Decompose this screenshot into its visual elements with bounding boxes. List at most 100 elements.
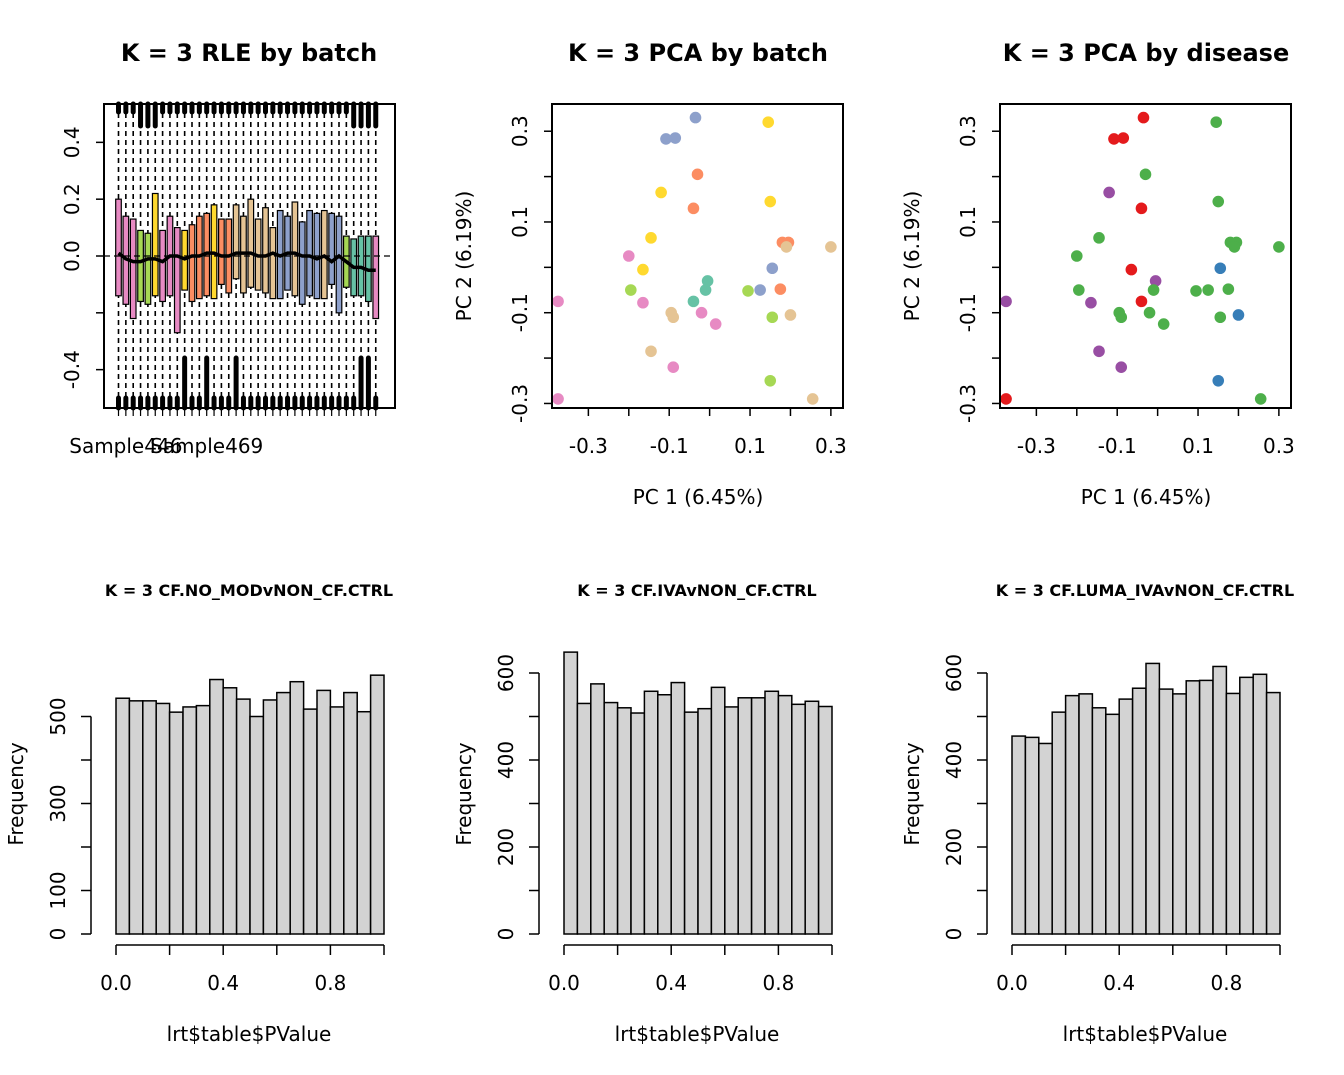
hist-y-tick-label: 300 [46,784,70,822]
pca-x-tick-label: 0.1 [1182,434,1214,458]
hist-x-tick-label: 0.0 [100,971,132,995]
hist-bar [764,690,780,935]
pca-point [709,318,722,330]
hist-bar [182,706,198,935]
hist-bar [1265,691,1281,935]
hist-bar [630,712,646,935]
hist-y-tick-label: 600 [942,654,966,692]
hist-y-tick-label: 400 [942,741,966,779]
pca-point [1070,250,1083,262]
panel-pca-disease: K = 3 PCA by disease PC 1 (6.45%) PC 2 (… [900,39,1295,509]
pca-point [1202,284,1214,296]
pca-point [1117,132,1130,144]
pca-point [764,195,777,208]
hist-luma-iva-title: K = 3 CF.LUMA_IVAvNON_CF.CTRL [996,581,1294,600]
hist-bar [603,701,619,935]
hist-y-tick-label: 0 [46,928,70,941]
hist-bar [276,691,291,935]
pca-point [552,295,564,308]
pca-y-tick-label: 0.1 [956,206,980,238]
hist-bar [343,691,358,935]
hist-iva-title: K = 3 CF.IVAvNON_CF.CTRL [577,581,817,600]
hist-bar [1198,679,1214,935]
pca-x-tick-label: -0.3 [569,434,608,458]
hist-bar [1064,694,1080,935]
pca-point [1210,116,1223,128]
hist-bar [1239,676,1254,935]
hist-bar [168,711,184,935]
rle-box [218,218,225,286]
pca-point [742,285,754,297]
rle-box [115,198,122,297]
pca-point [645,232,657,244]
pca-batch-plot-frame [551,103,844,409]
pca-point [667,311,680,324]
hist-bar [657,694,672,935]
pca-point [1143,306,1156,319]
pca-batch-title: K = 3 PCA by batch [568,39,828,67]
hist-no-mod-y-axis-label: Frequency [4,742,28,845]
rle-x-tick-label: Sample446 [69,434,182,458]
pca-point [655,186,667,199]
rle-box [269,226,277,300]
rle-plot-frame [103,103,396,409]
pca-point [1103,186,1115,199]
rle-box [335,215,343,314]
hist-y-tick-label: 0 [494,928,518,941]
pca-x-tick-label: 0.3 [815,434,847,458]
pca-point [784,309,797,321]
pca-point [1214,311,1227,324]
pca-point [1212,195,1225,208]
hist-iva-x-axis-label: lrt$table$PValue [615,1022,780,1046]
pca-y-tick-label: -0.1 [508,293,532,332]
pca-point [1115,361,1128,373]
hist-bar [222,687,238,935]
hist-bar [316,689,332,935]
hist-luma-iva-x-axis-label: lrt$table$PValue [1063,1022,1228,1046]
rle-box [306,209,313,297]
pca-point [687,202,700,215]
hist-y-tick-label: 0 [942,928,966,941]
hist-luma-iva-y-axis-label: Frequency [900,742,924,845]
panel-hist-luma-iva: K = 3 CF.LUMA_IVAvNON_CF.CTRL lrt$table$… [900,581,1294,1046]
pca-disease-title: K = 3 PCA by disease [1003,39,1290,67]
hist-bar [289,680,305,935]
hist-x-tick-label: 0.8 [1210,971,1242,995]
hist-bar [777,694,793,935]
hist-no-mod-x-axis-label: lrt$table$PValue [167,1022,332,1046]
pca-point [1157,318,1170,330]
pca-y-tick-label: -0.3 [956,384,980,423]
rle-y-tick-label: 0.2 [60,183,84,215]
hist-bar [1091,707,1107,935]
pca-y-tick-label: 0.1 [508,206,532,238]
pca-point [1254,393,1267,405]
hist-bar [1038,742,1053,935]
hist-bar [576,702,592,935]
hist-y-tick-label: 500 [46,697,70,735]
pca-point [625,284,637,296]
hist-bar [563,651,579,935]
pca-point [1273,241,1285,253]
pca-point [1093,232,1105,244]
hist-bar [1172,693,1187,935]
rle-box [188,224,196,303]
hist-bar [1078,693,1094,935]
pca-point [1073,284,1085,296]
pca-y-tick-label: -0.3 [508,384,532,423]
pca-point [701,275,714,287]
hist-bar [1185,680,1201,935]
rle-box [291,201,299,297]
pca-point [780,241,793,253]
panel-pca-batch: K = 3 PCA by batch PC 1 (6.45%) PC 2 (6.… [452,39,847,509]
rle-y-tick-label: -0.4 [60,350,84,389]
pca-point [762,116,775,128]
panel-hist-iva: K = 3 CF.IVAvNON_CF.CTRL lrt$table$PValu… [452,581,833,1046]
hist-bar [697,707,713,935]
rle-box [247,198,255,288]
pca-point [764,374,777,387]
pca-point [1135,202,1148,215]
pca-batch-x-axis-label: PC 1 (6.45%) [633,485,764,509]
pca-point [667,361,680,373]
hist-bar [115,697,131,935]
